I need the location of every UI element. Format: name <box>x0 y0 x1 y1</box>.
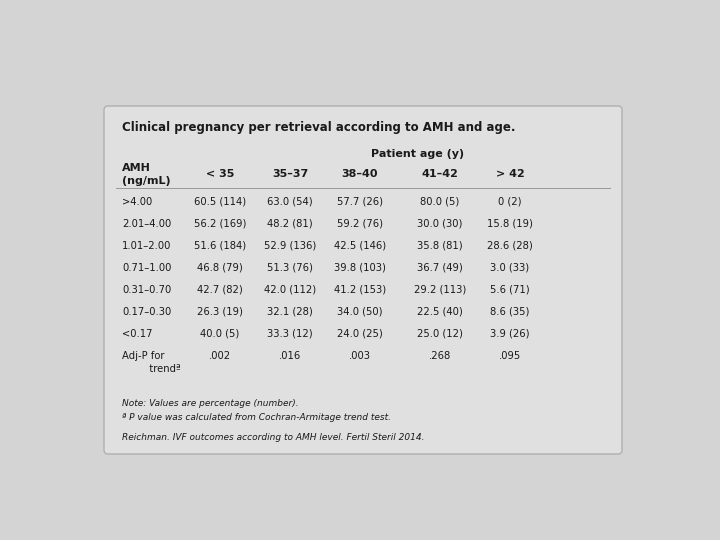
Text: 34.0 (50): 34.0 (50) <box>337 307 383 317</box>
Text: 0.71–1.00: 0.71–1.00 <box>122 263 171 273</box>
Text: 32.1 (28): 32.1 (28) <box>267 307 313 317</box>
Text: 60.5 (114): 60.5 (114) <box>194 197 246 207</box>
Text: .002: .002 <box>209 351 231 361</box>
Text: 25.0 (12): 25.0 (12) <box>417 329 463 339</box>
Text: 3.9 (26): 3.9 (26) <box>490 329 530 339</box>
Text: 42.0 (112): 42.0 (112) <box>264 285 316 295</box>
Text: 35–37: 35–37 <box>272 169 308 179</box>
Text: < 35: < 35 <box>206 169 234 179</box>
Text: 2.01–4.00: 2.01–4.00 <box>122 219 171 229</box>
Text: Clinical pregnancy per retrieval according to AMH and age.: Clinical pregnancy per retrieval accordi… <box>122 122 516 134</box>
Text: 22.5 (40): 22.5 (40) <box>417 307 463 317</box>
Text: 52.9 (136): 52.9 (136) <box>264 241 316 251</box>
Text: 30.0 (30): 30.0 (30) <box>418 219 463 229</box>
Text: 57.7 (26): 57.7 (26) <box>337 197 383 207</box>
Text: 80.0 (5): 80.0 (5) <box>420 197 459 207</box>
Text: 42.5 (146): 42.5 (146) <box>334 241 386 251</box>
Text: .268: .268 <box>429 351 451 361</box>
Text: .003: .003 <box>349 351 371 361</box>
Text: Adj-P for: Adj-P for <box>122 351 164 361</box>
Text: 40.0 (5): 40.0 (5) <box>200 329 240 339</box>
Text: 1.01–2.00: 1.01–2.00 <box>122 241 171 251</box>
Text: 8.6 (35): 8.6 (35) <box>490 307 530 317</box>
Text: 46.8 (79): 46.8 (79) <box>197 263 243 273</box>
Text: 0 (2): 0 (2) <box>498 197 522 207</box>
Text: Patient age (y): Patient age (y) <box>372 149 464 159</box>
FancyBboxPatch shape <box>104 106 622 454</box>
Text: .095: .095 <box>499 351 521 361</box>
Text: 15.8 (19): 15.8 (19) <box>487 219 533 229</box>
Text: Note: Values are percentage (number).: Note: Values are percentage (number). <box>122 400 299 408</box>
Text: 29.2 (113): 29.2 (113) <box>414 285 466 295</box>
Text: 51.3 (76): 51.3 (76) <box>267 263 313 273</box>
Text: 41–42: 41–42 <box>422 169 459 179</box>
Text: 38–40: 38–40 <box>342 169 378 179</box>
Text: 24.0 (25): 24.0 (25) <box>337 329 383 339</box>
Text: 56.2 (169): 56.2 (169) <box>194 219 246 229</box>
Text: 35.8 (81): 35.8 (81) <box>417 241 463 251</box>
Text: .016: .016 <box>279 351 301 361</box>
Text: <0.17: <0.17 <box>122 329 153 339</box>
Text: 41.2 (153): 41.2 (153) <box>334 285 386 295</box>
Text: 3.0 (33): 3.0 (33) <box>490 263 530 273</box>
Text: trendª: trendª <box>140 364 181 374</box>
Text: >4.00: >4.00 <box>122 197 152 207</box>
Text: ª P value was calculated from Cochran-Armitage trend test.: ª P value was calculated from Cochran-Ar… <box>122 413 391 422</box>
Text: 36.7 (49): 36.7 (49) <box>417 263 463 273</box>
Text: 0.17–0.30: 0.17–0.30 <box>122 307 171 317</box>
Text: 51.6 (184): 51.6 (184) <box>194 241 246 251</box>
Text: 33.3 (12): 33.3 (12) <box>267 329 312 339</box>
Text: 48.2 (81): 48.2 (81) <box>267 219 312 229</box>
Text: 39.8 (103): 39.8 (103) <box>334 263 386 273</box>
Text: Reichman. IVF outcomes according to AMH level. Fertil Steril 2014.: Reichman. IVF outcomes according to AMH … <box>122 433 425 442</box>
Text: 5.6 (71): 5.6 (71) <box>490 285 530 295</box>
Text: > 42: > 42 <box>495 169 524 179</box>
Text: AMH: AMH <box>122 163 151 173</box>
Text: 0.31–0.70: 0.31–0.70 <box>122 285 171 295</box>
Text: 63.0 (54): 63.0 (54) <box>267 197 312 207</box>
Text: 28.6 (28): 28.6 (28) <box>487 241 533 251</box>
Text: (ng/mL): (ng/mL) <box>122 176 171 186</box>
Text: 59.2 (76): 59.2 (76) <box>337 219 383 229</box>
Text: 26.3 (19): 26.3 (19) <box>197 307 243 317</box>
Text: 42.7 (82): 42.7 (82) <box>197 285 243 295</box>
